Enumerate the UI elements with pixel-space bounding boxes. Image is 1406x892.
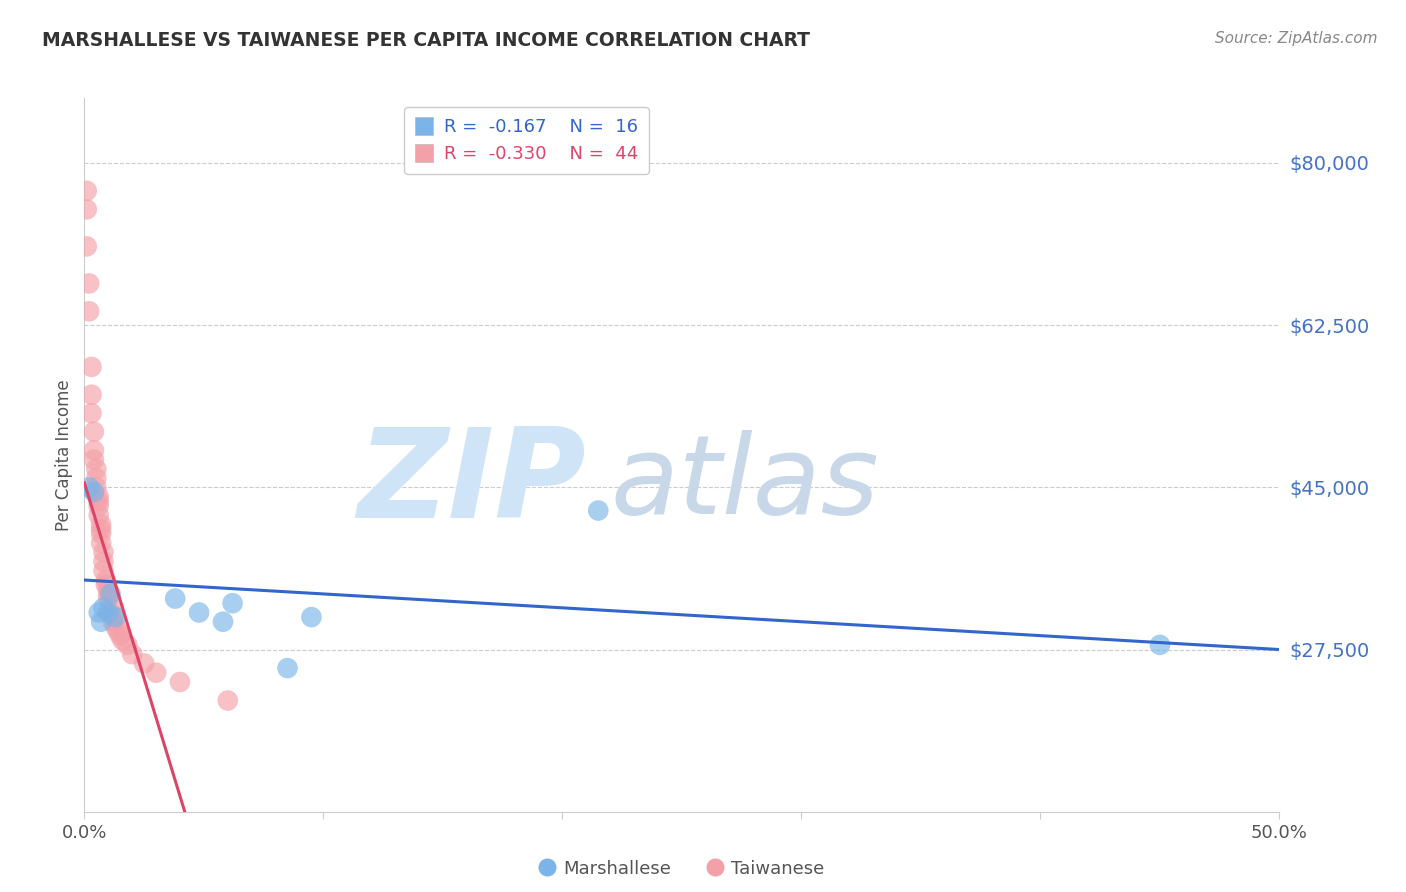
Point <box>87 490 110 504</box>
Point <box>94 573 117 587</box>
Point <box>110 629 132 643</box>
Point <box>86 471 108 485</box>
Point <box>1149 638 1171 652</box>
Point <box>93 564 115 578</box>
Point <box>90 615 112 629</box>
Point <box>188 606 211 620</box>
Point <box>101 615 124 629</box>
Point <box>217 693 239 707</box>
Point <box>97 591 120 606</box>
Point <box>104 610 127 624</box>
Point <box>165 591 187 606</box>
Point <box>86 480 108 494</box>
Point <box>80 359 103 374</box>
Point <box>87 499 110 513</box>
Point <box>76 239 98 253</box>
Legend: Marshallese, Taiwanese: Marshallese, Taiwanese <box>533 853 831 885</box>
Point <box>132 657 156 671</box>
Point <box>117 638 139 652</box>
Point <box>93 600 115 615</box>
Point <box>97 606 120 620</box>
Point <box>100 587 122 601</box>
Point <box>87 508 110 523</box>
Point <box>76 184 98 198</box>
Point <box>277 661 299 675</box>
Point <box>121 647 143 661</box>
Point <box>90 536 112 550</box>
Point <box>111 633 134 648</box>
Point <box>90 522 112 536</box>
Point <box>104 619 127 633</box>
Point <box>100 600 122 615</box>
Point <box>77 304 100 318</box>
Point <box>97 587 120 601</box>
Point <box>169 675 191 690</box>
Y-axis label: Per Capita Income: Per Capita Income <box>55 379 73 531</box>
Point <box>101 610 124 624</box>
Point <box>94 577 117 591</box>
Point <box>93 545 115 559</box>
Point <box>90 517 112 532</box>
Text: Source: ZipAtlas.com: Source: ZipAtlas.com <box>1215 31 1378 46</box>
Text: atlas: atlas <box>610 430 879 537</box>
Point <box>83 425 105 439</box>
Point <box>87 606 110 620</box>
Point <box>80 387 103 401</box>
Point <box>301 610 323 624</box>
Point <box>77 480 100 494</box>
Text: MARSHALLESE VS TAIWANESE PER CAPITA INCOME CORRELATION CHART: MARSHALLESE VS TAIWANESE PER CAPITA INCO… <box>42 31 810 50</box>
Point <box>145 665 167 680</box>
Point <box>83 452 105 467</box>
Point <box>87 494 110 508</box>
Point <box>80 406 103 420</box>
Point <box>83 485 105 500</box>
Point <box>107 624 129 638</box>
Point <box>93 554 115 568</box>
Point <box>97 582 120 597</box>
Point <box>86 462 108 476</box>
Point <box>83 443 105 458</box>
Point <box>76 202 98 217</box>
Point <box>221 596 243 610</box>
Point <box>212 615 235 629</box>
Point <box>77 277 100 291</box>
Text: ZIP: ZIP <box>357 423 586 544</box>
Point <box>90 526 112 541</box>
Point <box>100 606 122 620</box>
Point <box>588 503 610 517</box>
